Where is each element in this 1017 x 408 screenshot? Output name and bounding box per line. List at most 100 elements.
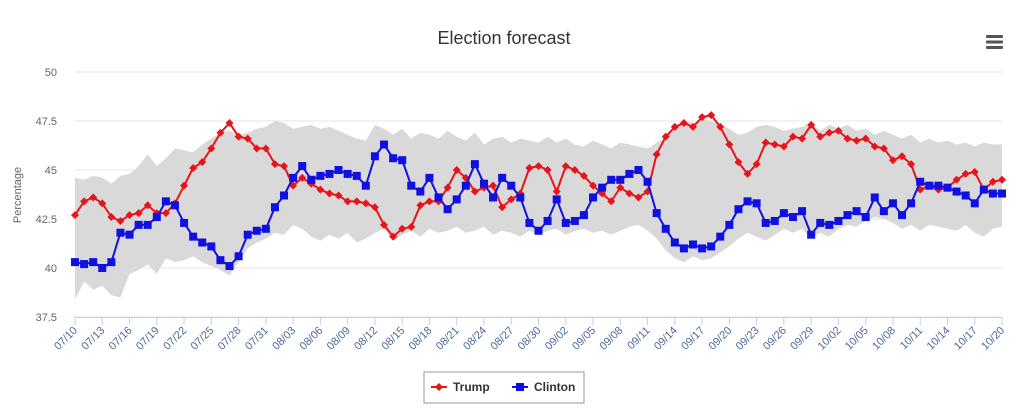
- point-clinton[interactable]: [988, 189, 997, 198]
- point-trump[interactable]: [988, 177, 997, 186]
- point-clinton[interactable]: [443, 205, 452, 214]
- point-trump[interactable]: [425, 197, 434, 206]
- point-trump[interactable]: [143, 201, 152, 210]
- point-clinton[interactable]: [689, 240, 697, 249]
- point-trump[interactable]: [834, 126, 843, 135]
- point-clinton[interactable]: [198, 238, 207, 247]
- point-trump[interactable]: [80, 197, 89, 206]
- point-trump[interactable]: [752, 160, 761, 169]
- point-clinton[interactable]: [607, 175, 616, 184]
- point-trump[interactable]: [180, 181, 189, 190]
- point-trump[interactable]: [370, 203, 379, 212]
- point-trump[interactable]: [125, 211, 134, 220]
- point-trump[interactable]: [861, 134, 870, 143]
- point-clinton[interactable]: [434, 193, 443, 202]
- point-trump[interactable]: [689, 122, 697, 131]
- point-trump[interactable]: [579, 171, 588, 180]
- point-clinton[interactable]: [761, 218, 770, 227]
- point-clinton[interactable]: [798, 207, 807, 216]
- point-clinton[interactable]: [707, 242, 716, 251]
- point-clinton[interactable]: [952, 187, 961, 196]
- point-clinton[interactable]: [561, 218, 570, 227]
- point-trump[interactable]: [698, 113, 707, 122]
- point-clinton[interactable]: [325, 169, 334, 178]
- point-trump[interactable]: [607, 197, 616, 206]
- point-clinton[interactable]: [770, 216, 779, 225]
- point-clinton[interactable]: [598, 183, 607, 192]
- point-clinton[interactable]: [225, 262, 234, 271]
- point-trump[interactable]: [543, 166, 552, 174]
- point-clinton[interactable]: [407, 181, 416, 190]
- point-clinton[interactable]: [543, 216, 552, 225]
- point-trump[interactable]: [280, 162, 289, 171]
- point-trump[interactable]: [134, 209, 143, 218]
- point-trump[interactable]: [98, 199, 107, 208]
- point-clinton[interactable]: [298, 162, 307, 171]
- point-clinton[interactable]: [734, 205, 743, 214]
- point-trump[interactable]: [161, 209, 170, 218]
- point-clinton[interactable]: [189, 232, 198, 241]
- point-trump[interactable]: [870, 142, 879, 151]
- point-clinton[interactable]: [807, 230, 816, 239]
- point-trump[interactable]: [389, 232, 398, 241]
- point-clinton[interactable]: [525, 218, 534, 227]
- point-clinton[interactable]: [161, 197, 170, 206]
- point-clinton[interactable]: [71, 258, 79, 267]
- point-clinton[interactable]: [152, 213, 161, 222]
- point-clinton[interactable]: [116, 228, 125, 237]
- point-trump[interactable]: [816, 132, 825, 141]
- point-trump[interactable]: [443, 183, 452, 192]
- point-clinton[interactable]: [634, 166, 643, 174]
- point-clinton[interactable]: [643, 177, 652, 186]
- point-clinton[interactable]: [652, 209, 661, 218]
- point-clinton[interactable]: [725, 220, 734, 229]
- point-clinton[interactable]: [498, 173, 507, 182]
- legend-item-trump[interactable]: Trump: [431, 380, 490, 394]
- point-trump[interactable]: [961, 169, 970, 178]
- point-trump[interactable]: [970, 167, 979, 176]
- point-clinton[interactable]: [252, 226, 261, 235]
- legend-item-clinton[interactable]: Clinton: [512, 380, 575, 394]
- point-clinton[interactable]: [489, 193, 498, 202]
- point-clinton[interactable]: [425, 173, 434, 182]
- point-clinton[interactable]: [816, 218, 825, 227]
- hamburger-menu-icon[interactable]: [986, 35, 1003, 49]
- point-trump[interactable]: [670, 122, 679, 131]
- point-trump[interactable]: [352, 197, 361, 206]
- point-trump[interactable]: [116, 216, 125, 225]
- point-trump[interactable]: [998, 175, 1006, 184]
- point-clinton[interactable]: [416, 187, 425, 196]
- point-trump[interactable]: [243, 134, 252, 143]
- point-trump[interactable]: [952, 175, 961, 184]
- point-clinton[interactable]: [389, 154, 398, 163]
- point-clinton[interactable]: [925, 181, 934, 190]
- point-clinton[interactable]: [825, 220, 834, 229]
- point-clinton[interactable]: [916, 177, 925, 186]
- point-trump[interactable]: [225, 118, 234, 127]
- point-clinton[interactable]: [380, 140, 388, 149]
- point-clinton[interactable]: [898, 211, 907, 220]
- point-clinton[interactable]: [243, 230, 252, 239]
- point-clinton[interactable]: [979, 185, 988, 194]
- point-trump[interactable]: [334, 191, 343, 200]
- point-trump[interactable]: [761, 138, 770, 147]
- point-clinton[interactable]: [743, 197, 752, 206]
- point-clinton[interactable]: [107, 258, 116, 267]
- point-trump[interactable]: [625, 189, 634, 198]
- point-trump[interactable]: [216, 128, 225, 137]
- point-trump[interactable]: [343, 197, 352, 206]
- point-trump[interactable]: [616, 183, 625, 192]
- point-clinton[interactable]: [280, 191, 289, 200]
- point-clinton[interactable]: [888, 199, 897, 208]
- point-clinton[interactable]: [307, 175, 316, 184]
- point-clinton[interactable]: [370, 152, 379, 161]
- point-trump[interactable]: [634, 193, 643, 202]
- point-clinton[interactable]: [98, 264, 107, 272]
- point-trump[interactable]: [270, 160, 279, 169]
- point-clinton[interactable]: [852, 207, 861, 216]
- point-trump[interactable]: [679, 118, 688, 127]
- point-trump[interactable]: [252, 144, 261, 153]
- point-clinton[interactable]: [270, 203, 279, 212]
- point-clinton[interactable]: [534, 226, 543, 235]
- point-trump[interactable]: [661, 132, 670, 141]
